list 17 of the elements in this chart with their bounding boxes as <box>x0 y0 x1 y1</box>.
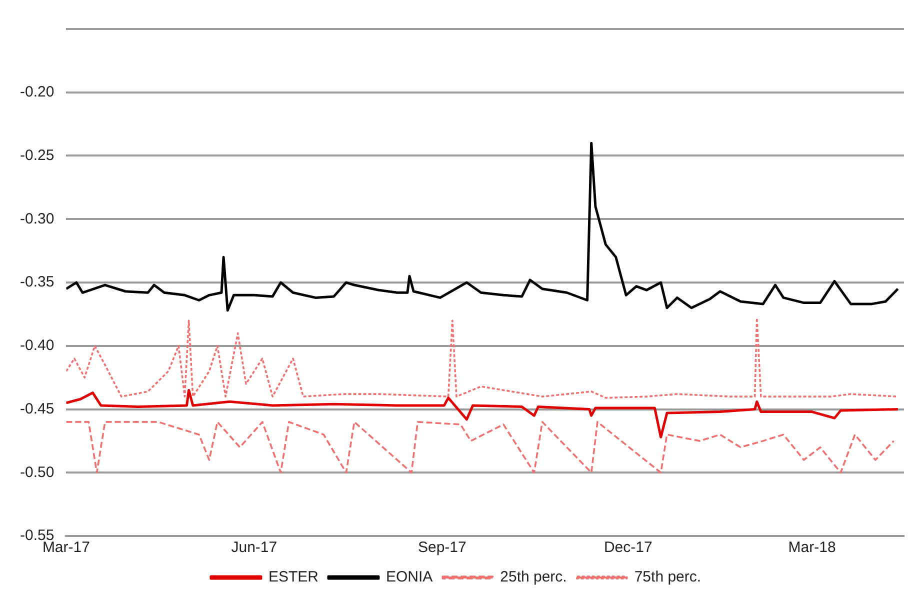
y-tick-label: -0.50 <box>20 464 54 481</box>
legend-label: EONIA <box>386 568 433 586</box>
x-tick-label: Sep-17 <box>418 539 466 556</box>
y-tick-label: -0.40 <box>20 337 54 354</box>
line-series <box>66 317 899 399</box>
legend-label: 25th perc. <box>500 568 567 586</box>
line-series <box>66 421 895 474</box>
y-tick-label: -0.20 <box>20 84 54 101</box>
x-tick-label: Mar-18 <box>788 539 836 556</box>
legend-label: ESTER <box>268 568 319 586</box>
legend-label: 75th perc. <box>634 568 702 586</box>
y-tick-label: -0.35 <box>20 274 54 291</box>
y-tick-label: -0.30 <box>20 210 54 228</box>
x-tick-label: Jun-17 <box>231 539 278 556</box>
y-tick-label: -0.45 <box>20 400 54 418</box>
x-tick-label: Dec-17 <box>604 539 652 556</box>
y-tick-label: -0.25 <box>20 146 54 164</box>
